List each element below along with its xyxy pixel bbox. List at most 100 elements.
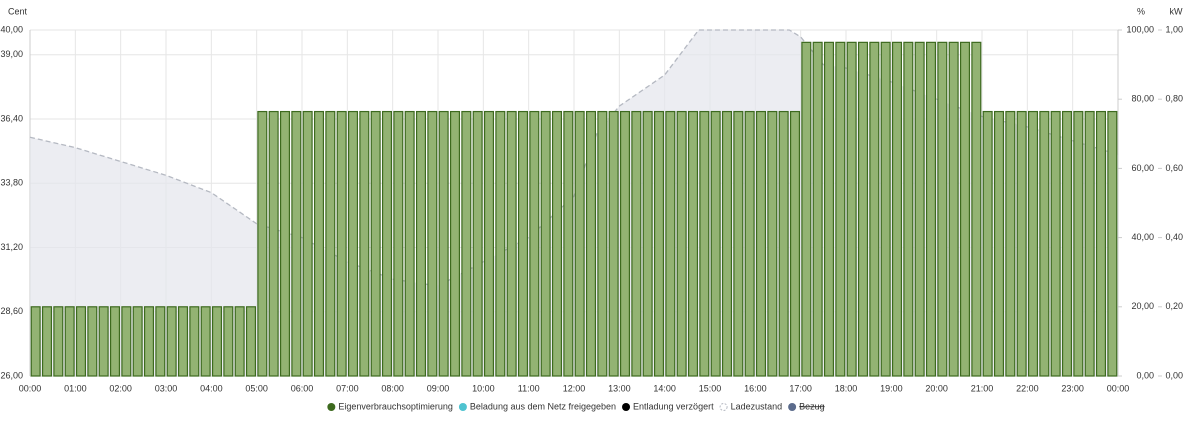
bar [472,110,483,377]
bar [461,110,472,377]
bar [721,110,733,377]
bar [733,110,744,377]
bar [427,110,438,377]
bar [404,110,415,377]
x-tick-label: 23:00 [1061,383,1084,393]
bar [211,306,223,377]
bar [982,110,993,377]
bar [313,110,325,377]
x-tick-label: 02:00 [109,383,132,393]
bar [370,110,381,377]
bar [687,110,699,377]
bar [64,306,75,377]
bar [1061,110,1073,377]
legend-item: Bezug [788,401,825,411]
bar [279,110,291,377]
bar [302,110,313,377]
bar [109,306,121,377]
bar [200,306,211,377]
legend-marker [458,403,467,411]
x-tick-label: 21:00 [971,383,994,393]
bar [438,110,449,377]
legend-label: Ladezustand [731,401,783,411]
y3-tick-label: 0,20 [1165,301,1183,311]
y-tick-label: 40,00 [0,24,23,34]
legend-label: Beladung aus dem Netz freigegeben [470,401,616,411]
bar [823,41,835,377]
x-tick-label: 04:00 [200,383,223,393]
bar [495,110,506,377]
bar [665,110,676,377]
bar [245,306,257,377]
x-tick-label: 00:00 [19,383,42,393]
bar [177,306,189,377]
bar [359,110,370,377]
bar [336,110,347,377]
bar [291,110,302,377]
bar [1073,110,1084,377]
y3-tick-label: 1,00 [1165,24,1183,34]
bar [812,41,823,377]
x-tick-label: 18:00 [835,383,858,393]
x-tick-label: 08:00 [381,383,404,393]
bar [869,41,880,377]
x-tick-label: 19:00 [880,383,903,393]
legend-item: Entladung verzögert [622,401,714,411]
bar [925,41,937,377]
bar [1095,110,1107,377]
bar [506,110,517,377]
bar [155,306,166,377]
bar [1005,110,1016,377]
bar [574,110,585,377]
bar [30,306,41,377]
bar [41,306,53,377]
bar [699,110,710,377]
bar [653,110,665,377]
x-tick-label: 03:00 [155,383,178,393]
bar [1027,110,1039,377]
x-tick-label: 00:00 [1107,383,1130,393]
y3-axis-title: kW [1170,6,1184,16]
bar [563,110,574,377]
legend-item: Eigenverbrauchsoptimierung [327,401,453,411]
bar [880,41,891,377]
bar [778,110,789,377]
bar [1050,110,1061,377]
y-tick-label: 28,60 [0,306,23,316]
bar [631,110,642,377]
legend-marker [788,403,797,411]
y2-tick-label: 100,00 [1126,24,1154,34]
bar [234,306,245,377]
bar [597,110,608,377]
bar [87,306,98,377]
y-tick-label: 33,80 [0,178,23,188]
bar [1039,110,1050,377]
y-tick-label: 36,40 [0,113,23,123]
y-tick-label: 31,20 [0,242,23,252]
x-tick-label: 17:00 [789,383,812,393]
bar [959,41,971,377]
y2-axis-title: % [1137,6,1145,16]
bar [993,110,1005,377]
bar [551,110,563,377]
bar [619,110,631,377]
x-tick-label: 12:00 [563,383,586,393]
y2-tick-label: 20,00 [1131,301,1154,311]
x-tick-label: 10:00 [472,383,495,393]
bar [98,306,109,377]
bar [132,306,143,377]
bar [1084,110,1095,377]
legend-label: Entladung verzögert [633,401,714,411]
x-tick-label: 15:00 [699,383,722,393]
y3-tick-label: 0,00 [1165,370,1183,380]
y-tick-label: 26,00 [0,370,23,380]
bar [381,110,393,377]
legend: Eigenverbrauchsoptimierung Beladung aus d… [327,401,825,411]
x-tick-label: 16:00 [744,383,767,393]
bar [143,306,155,377]
area [30,30,1118,376]
legend-label: Bezug [799,401,825,411]
y-axis-title: Cent [8,6,28,16]
x-tick-label: 05:00 [245,383,268,393]
